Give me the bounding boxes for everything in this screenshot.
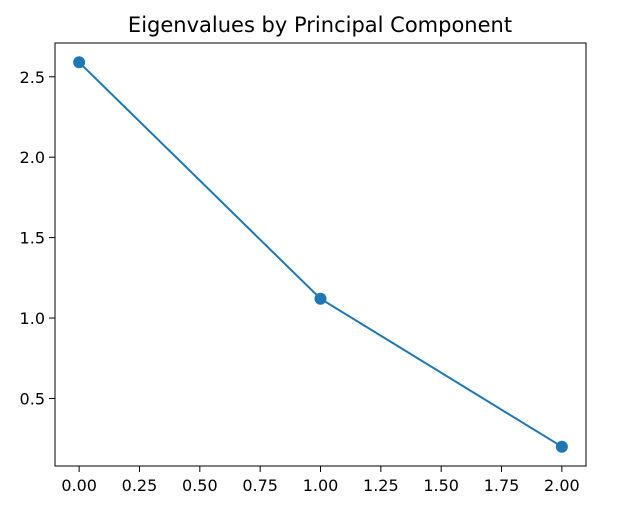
- x-tick-label: 0.50: [182, 476, 218, 495]
- x-tick-label: 1.75: [484, 476, 520, 495]
- y-tick-label: 1.5: [20, 229, 45, 248]
- y-tick-label: 0.5: [20, 389, 45, 408]
- x-tick-label: 1.50: [423, 476, 459, 495]
- plot-frame: [54, 42, 587, 467]
- x-tick-label: 2.00: [544, 476, 580, 495]
- x-axis-ticks: 0.00 0.25 0.50 0.75 1.00 1.25 1.50 1.75 2.00: [61, 466, 580, 495]
- x-tick-label: 0.00: [61, 476, 97, 495]
- series-line: [78, 61, 563, 448]
- x-tick-label: 0.75: [242, 476, 278, 495]
- data-point: [314, 292, 327, 305]
- data-point: [555, 440, 568, 453]
- x-tick-label: 0.25: [122, 476, 158, 495]
- data-point: [73, 56, 86, 69]
- y-tick-label: 1.0: [20, 309, 45, 328]
- y-tick-label: 2.5: [20, 68, 45, 87]
- series-layer: [73, 56, 568, 453]
- x-tick-label: 1.25: [363, 476, 399, 495]
- x-tick-label: 1.00: [303, 476, 339, 495]
- chart-title: Eigenvalues by Principal Component: [128, 13, 512, 37]
- y-tick-label: 2.0: [20, 148, 45, 167]
- y-axis-ticks: 0.5 1.0 1.5 2.0 2.5: [20, 68, 55, 408]
